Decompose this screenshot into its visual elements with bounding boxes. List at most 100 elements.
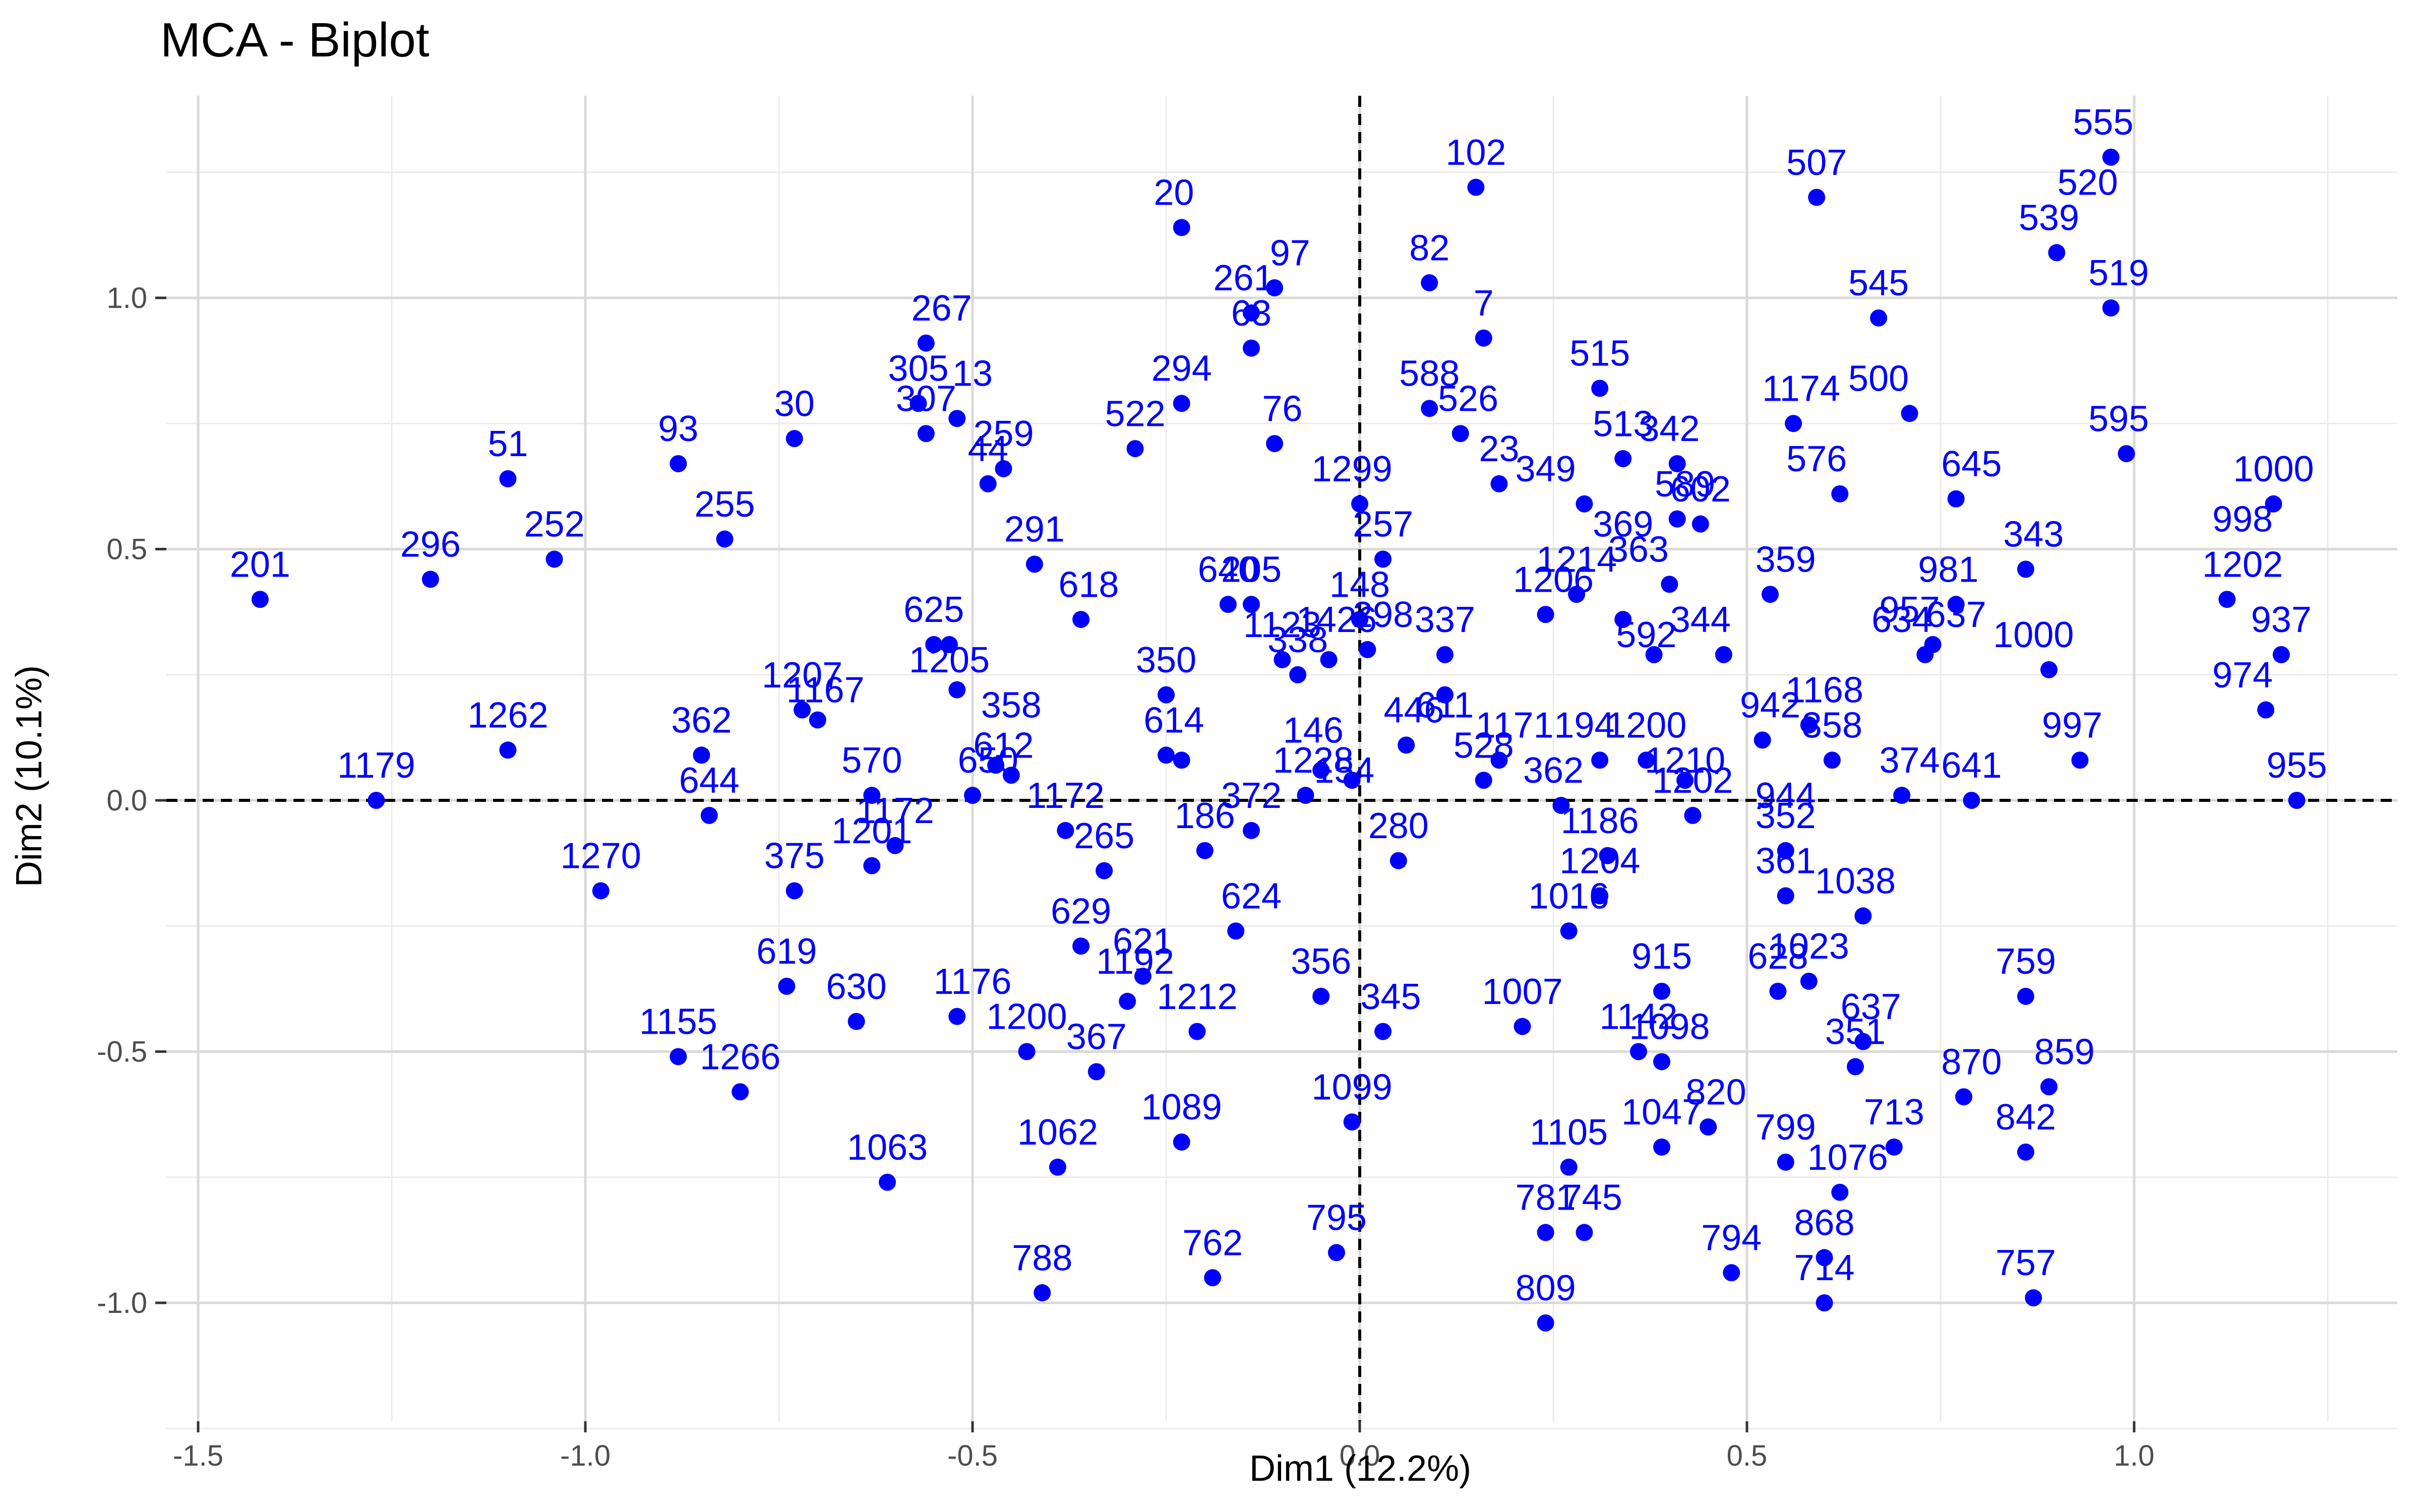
point-83 xyxy=(1436,686,1454,704)
point-150 xyxy=(2017,560,2034,578)
point-117 xyxy=(1684,806,1702,824)
point-14 xyxy=(794,701,811,719)
point-10 xyxy=(716,530,734,548)
point-84 xyxy=(1436,646,1454,663)
point-132 xyxy=(1816,1249,1833,1267)
point-76 xyxy=(1359,641,1376,658)
point-55 xyxy=(1196,842,1214,859)
point-label-120: 942 xyxy=(1740,685,1800,726)
point-69 xyxy=(1320,651,1338,668)
point-label-112: 369 xyxy=(1593,505,1653,545)
point-label-122: 628 xyxy=(1747,936,1808,977)
point-label-44: 1192 xyxy=(1096,941,1174,982)
point-23 xyxy=(917,334,935,352)
point-70 xyxy=(1343,772,1361,789)
point-125 xyxy=(1777,842,1794,859)
point-148 xyxy=(1963,792,1980,809)
point-label-142: 634 xyxy=(1871,600,1932,640)
point-124 xyxy=(1769,982,1787,1000)
point-label-104: 363 xyxy=(1608,530,1669,570)
y-tick-label-4: 1.0 xyxy=(106,282,147,314)
point-33 xyxy=(987,757,1005,774)
point-label-45: 621 xyxy=(1113,921,1173,962)
point-93 xyxy=(1537,1314,1554,1332)
point-label-84: 102 xyxy=(1445,133,1506,173)
point-113 xyxy=(1668,455,1686,473)
x-axis-ticks: -1.5 -1.0 -0.5 0.0 0.5 1.0 xyxy=(173,1421,2154,1472)
point-label-77: 280 xyxy=(1368,806,1429,846)
point-label-12: 1266 xyxy=(700,1037,780,1077)
point-label-143: 957 xyxy=(1879,590,1940,630)
point-96 xyxy=(1560,922,1578,940)
point-115 xyxy=(1668,510,1686,528)
point-43 xyxy=(1049,1158,1066,1176)
point-120 xyxy=(1715,646,1732,663)
point-103 xyxy=(1599,847,1616,864)
point-label-106: 1200 xyxy=(1606,705,1686,745)
point-label-43: 367 xyxy=(1066,1017,1127,1057)
point-label-108: 915 xyxy=(1631,936,1692,977)
point-label-72: 1299 xyxy=(1312,449,1393,489)
point-label-164: 520 xyxy=(2058,163,2118,203)
x-tick-label-0: -1.5 xyxy=(173,1439,223,1472)
point-101 xyxy=(1591,751,1609,769)
point-label-128: 1023 xyxy=(1769,926,1849,967)
point-label-18: 630 xyxy=(826,967,887,1007)
point-label-78: 446 xyxy=(1383,690,1444,731)
point-152 xyxy=(2017,1143,2034,1161)
point-label-25: 307 xyxy=(896,379,956,419)
point-146 xyxy=(1947,490,1965,508)
data-points xyxy=(251,148,2306,1332)
point-37 xyxy=(1025,555,1043,573)
point-label-41: 788 xyxy=(1012,1238,1072,1278)
point-label-90: 781 xyxy=(1516,1178,1576,1218)
point-label-97: 349 xyxy=(1516,449,1576,489)
point-label-129: 507 xyxy=(1786,143,1847,183)
point-116 xyxy=(1676,772,1694,789)
point-67 xyxy=(1297,787,1314,804)
chart-title: MCA - Biplot xyxy=(160,13,429,67)
point-label-51: 1089 xyxy=(1141,1087,1222,1127)
point-97 xyxy=(1560,1158,1578,1176)
point-label-68: 154 xyxy=(1314,750,1374,791)
point-48 xyxy=(1158,686,1175,704)
point-label-37: 1172 xyxy=(1026,776,1105,816)
point-label-40: 265 xyxy=(1074,816,1134,856)
point-label-8: 1155 xyxy=(639,1002,717,1042)
point-label-69: 356 xyxy=(1291,941,1351,982)
point-label-5: 252 xyxy=(524,505,584,545)
point-label-145: 981 xyxy=(1918,549,1978,590)
point-29 xyxy=(948,410,966,427)
point-20 xyxy=(863,857,881,874)
point-39 xyxy=(1072,611,1090,628)
x-tick-label-3: 0.0 xyxy=(1340,1439,1380,1472)
point-42 xyxy=(1034,1284,1051,1302)
point-65 xyxy=(1227,922,1245,940)
point-11 xyxy=(700,806,718,824)
point-label-158: 595 xyxy=(2088,399,2149,439)
point-26 xyxy=(925,636,943,653)
point-128 xyxy=(1777,1153,1794,1171)
point-3 xyxy=(499,470,517,487)
point-105 xyxy=(1614,450,1632,468)
point-45 xyxy=(1119,992,1136,1010)
point-label-74: 298 xyxy=(1353,595,1413,635)
x-tick-label-1: -1.0 xyxy=(560,1439,611,1472)
x-tick-label-5: 1.0 xyxy=(2114,1439,2155,1472)
point-label-86: 528 xyxy=(1454,725,1514,766)
point-label-7: 93 xyxy=(658,409,698,449)
point-154 xyxy=(2040,661,2058,678)
point-111 xyxy=(1653,1053,1671,1070)
point-label-70: 795 xyxy=(1306,1198,1367,1238)
point-label-20: 1201 xyxy=(831,811,912,851)
point-142 xyxy=(1893,787,1911,804)
reference-lines xyxy=(166,96,2397,1421)
point-71 xyxy=(1312,987,1330,1005)
point-136 xyxy=(1831,1183,1849,1201)
point-38 xyxy=(1057,822,1074,839)
point-49 xyxy=(1158,746,1175,764)
point-40 xyxy=(1072,937,1090,955)
point-label-115: 1202 xyxy=(1652,761,1733,801)
point-label-2: 296 xyxy=(400,525,461,565)
